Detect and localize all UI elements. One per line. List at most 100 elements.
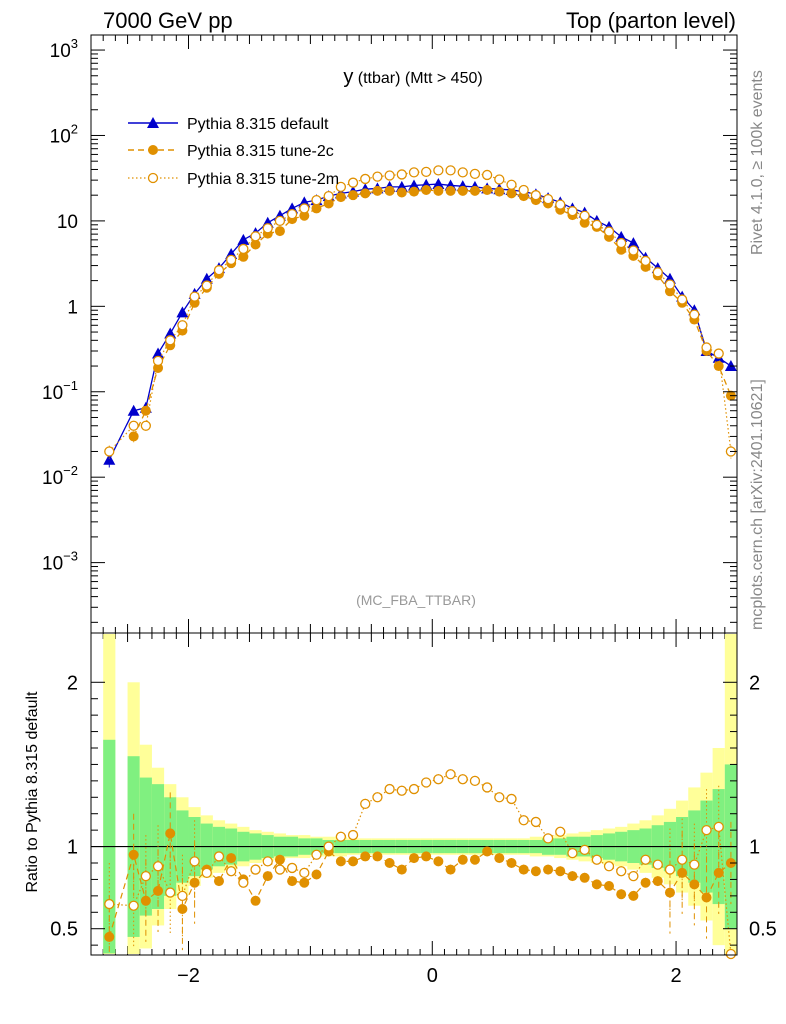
point-tune-2m bbox=[360, 173, 371, 185]
ratio-y-tick-label-right: 1 bbox=[749, 837, 760, 859]
ratio-tune-2m-point bbox=[530, 816, 542, 828]
main-panel: 10−3 10−2 10−1 1 10 102 103 −2 0 2 y (ttbar) (Mt… bbox=[42, 34, 738, 987]
point-tune-2m bbox=[445, 165, 456, 176]
point-tune-2c bbox=[140, 405, 151, 416]
ratio-tune-2m-point bbox=[360, 798, 371, 810]
ratio-y-tick-label-left: 2 bbox=[67, 672, 78, 694]
point-tune-2m bbox=[262, 223, 273, 234]
point-tune-2c bbox=[713, 361, 724, 372]
ratio-tune-2c-point bbox=[652, 876, 663, 887]
point-tune-2m bbox=[372, 171, 383, 182]
point-tune-2m bbox=[616, 237, 627, 249]
ratio-tune-2m-point bbox=[469, 775, 481, 787]
ratio-tune-2c-point bbox=[299, 877, 310, 888]
point-tune-2m bbox=[238, 243, 249, 255]
point-tune-2m bbox=[555, 199, 566, 210]
point-default bbox=[127, 404, 140, 416]
ratio-tune-2c-point bbox=[591, 879, 602, 890]
point-tune-2c bbox=[153, 362, 164, 373]
ratio-tune-2m-point bbox=[433, 774, 444, 785]
ratio-tune-2c-point bbox=[433, 856, 444, 867]
ratio-tune-2c-point bbox=[177, 904, 188, 914]
ratio-tune-2c-point bbox=[189, 877, 200, 888]
chart-title-sub: (ttbar) (Mtt > 450) bbox=[358, 70, 483, 87]
ratio-tune-2m-point bbox=[494, 792, 505, 803]
point-tune-2c bbox=[457, 185, 468, 196]
y-tick-label: 10−3 bbox=[42, 549, 78, 575]
ratio-tune-2m-point bbox=[689, 859, 700, 870]
ratio-tune-2c-point bbox=[165, 828, 176, 839]
point-tune-2m bbox=[677, 294, 688, 305]
point-tune-2m bbox=[177, 320, 188, 331]
ratio-tune-2m-point bbox=[165, 887, 176, 898]
point-tune-2m bbox=[128, 420, 139, 431]
point-tune-2m bbox=[689, 309, 700, 320]
y-tick-label: 103 bbox=[50, 36, 78, 62]
y-tick-label: 102 bbox=[50, 121, 78, 147]
point-tune-2m bbox=[433, 165, 444, 176]
legend-entry-default: Pythia 8.315 default bbox=[128, 116, 329, 133]
point-tune-2m bbox=[189, 291, 200, 302]
chart-title: y (ttbar) (Mtt > 450) bbox=[343, 66, 482, 88]
ratio-tune-2m-point bbox=[140, 870, 151, 882]
ratio-tune-2m-point bbox=[506, 793, 517, 805]
ratio-tune-2m-point bbox=[396, 785, 407, 796]
ratio-y-tick-label-right: 0.5 bbox=[749, 919, 777, 941]
ratio-panel-frame bbox=[90, 632, 738, 956]
ratio-tune-2m-point bbox=[372, 792, 383, 803]
point-tune-2c bbox=[299, 210, 310, 221]
ratio-tune-2m-point bbox=[664, 864, 676, 875]
point-tune-2c bbox=[409, 186, 419, 197]
point-tune-2c bbox=[311, 203, 322, 214]
ratio-tune-2m-point bbox=[677, 854, 688, 865]
legend-entry-tune-2c: Pythia 8.315 tune-2c bbox=[128, 143, 334, 160]
ratio-tune-2c-point bbox=[104, 931, 115, 942]
point-tune-2c bbox=[482, 184, 493, 195]
point-tune-2m bbox=[311, 194, 322, 206]
ratio-tune-2c-point bbox=[396, 864, 407, 875]
ratio-tune-2m-point bbox=[384, 783, 395, 795]
ratio-tune-2m-point bbox=[189, 856, 200, 867]
point-default bbox=[176, 306, 189, 318]
ratio-tune-2m-point bbox=[628, 870, 639, 882]
ratio-tune-2c-point bbox=[713, 867, 724, 878]
point-tune-2m bbox=[213, 265, 225, 276]
ratio-tune-2m-point bbox=[518, 815, 529, 826]
ratio-tune-2c-point bbox=[518, 864, 529, 875]
ratio-tune-2c-point bbox=[311, 869, 322, 880]
point-tune-2m bbox=[165, 335, 176, 346]
ratio-tune-2m-point bbox=[177, 890, 188, 902]
ratio-tune-2c-point bbox=[445, 864, 456, 875]
ratio-tune-2m-point bbox=[701, 824, 712, 836]
ratio-tune-2m-point bbox=[603, 861, 615, 872]
ratio-tune-2m-point bbox=[445, 769, 456, 780]
ratio-tune-2m-point bbox=[299, 867, 310, 879]
legend-entry-tune-2m: Pythia 8.315 tune-2m bbox=[128, 171, 339, 188]
point-tune-2c bbox=[506, 188, 517, 199]
point-tune-2m bbox=[396, 169, 407, 180]
ratio-tune-2c-point bbox=[226, 853, 237, 864]
ratio-tune-2c-point bbox=[567, 871, 578, 882]
ratio-tune-2m-point bbox=[201, 867, 212, 879]
point-tune-2c bbox=[323, 198, 334, 209]
ratio-tune-2c-point bbox=[457, 854, 468, 865]
point-tune-2m bbox=[421, 166, 432, 178]
point-tune-2m bbox=[323, 190, 334, 202]
ratio-tune-2c-point bbox=[140, 895, 151, 906]
ratio-tune-2c-point bbox=[372, 851, 383, 862]
ratio-tune-2m-point bbox=[640, 854, 651, 865]
point-tune-2c bbox=[274, 226, 285, 237]
legend-label-tune-2c: Pythia 8.315 tune-2c bbox=[187, 143, 334, 160]
y-tick-label: 10−1 bbox=[42, 378, 78, 404]
y-tick-label: 1 bbox=[67, 297, 78, 318]
ratio-tune-2m-point bbox=[311, 849, 322, 860]
point-tune-2m bbox=[286, 208, 298, 220]
x-tick-label: 2 bbox=[670, 965, 681, 987]
point-tune-2m bbox=[457, 167, 468, 178]
legend: Pythia 8.315 default Pythia 8.315 tune-2… bbox=[128, 116, 339, 188]
ratio-tune-2m-point bbox=[104, 898, 115, 910]
side-label-upper: Rivet 4.1.0, ≥ 100k events bbox=[749, 70, 766, 255]
point-tune-2m bbox=[701, 342, 712, 353]
ratio-tune-2m-point bbox=[591, 854, 602, 865]
point-tune-2m bbox=[579, 210, 590, 221]
